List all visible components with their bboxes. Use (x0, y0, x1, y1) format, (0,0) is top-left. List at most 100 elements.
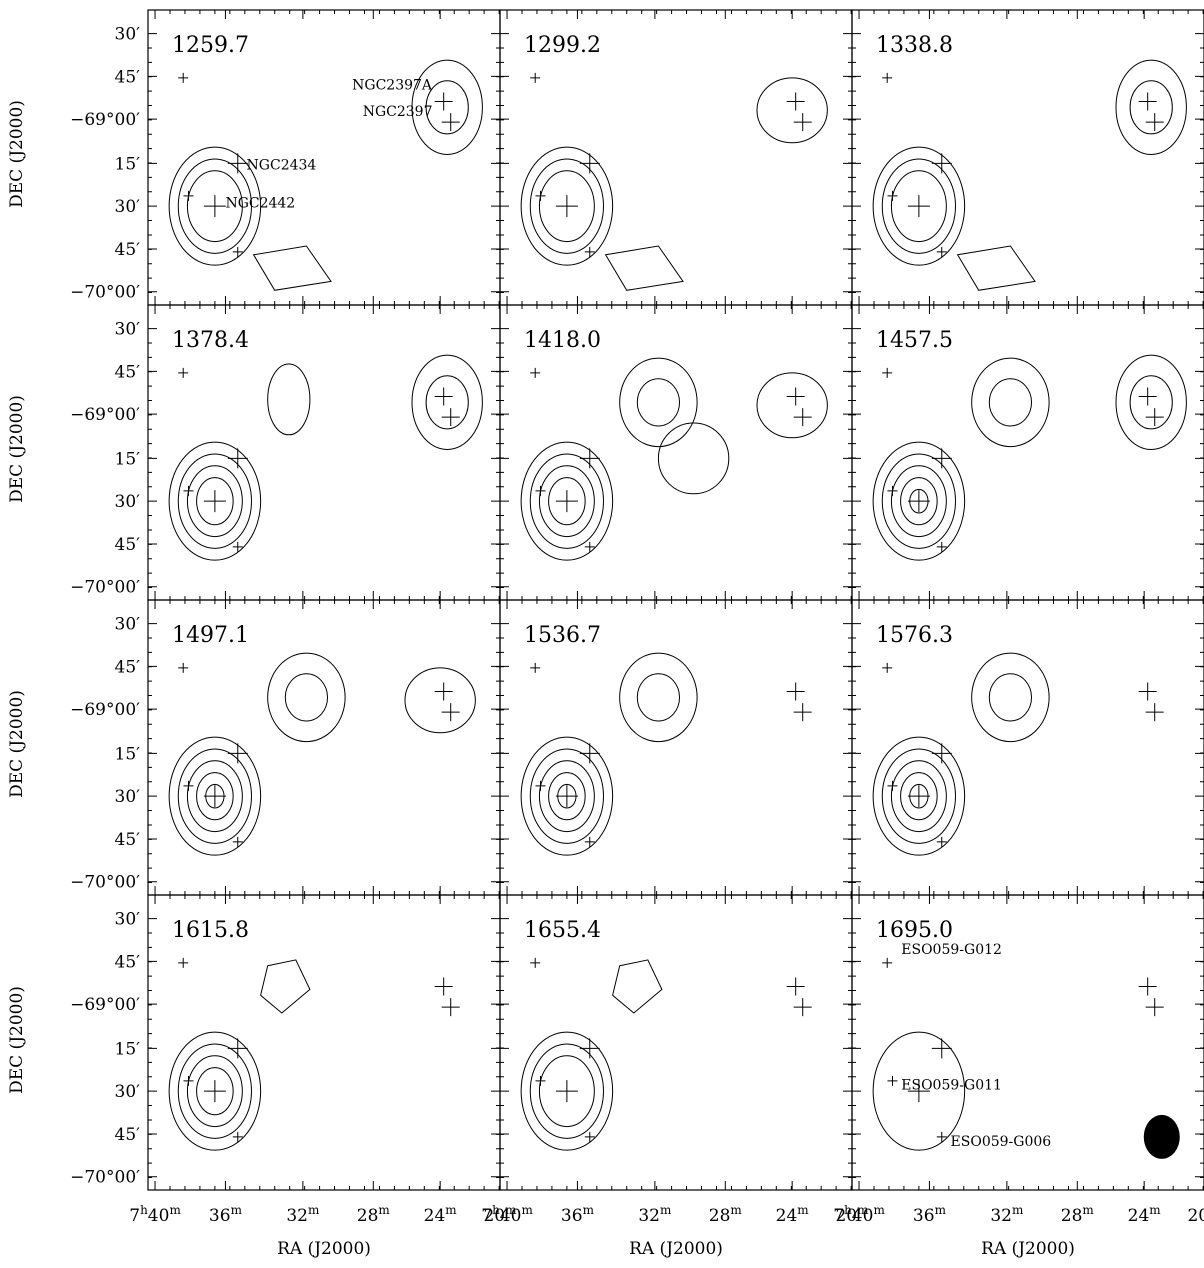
bridge-contour (636, 378, 681, 427)
ngc2397-contour (1115, 59, 1187, 156)
ngc2397a-marker (1138, 682, 1157, 701)
ngc2397-marker (793, 998, 812, 1017)
y-tick-label: 15′ (115, 1039, 141, 1059)
ngc2397-marker (1145, 408, 1164, 427)
x-tick-label: 7h40m (833, 1203, 885, 1226)
ngc2442-marker (555, 785, 578, 808)
x-tick-label: 32m (638, 1203, 672, 1226)
panel-ticks (148, 10, 501, 305)
ngc2442-marker (555, 1080, 578, 1103)
galaxy-label: NGC2434 (247, 157, 317, 173)
bridge-contour (636, 673, 681, 722)
eso059-g012-marker (178, 367, 189, 378)
y-tick-label: 45′ (115, 1125, 141, 1145)
eso059-g012-marker (882, 662, 893, 673)
panel-ticks (852, 600, 1204, 895)
y-tick-label: 30′ (115, 197, 141, 217)
y-tick-label: 45′ (115, 657, 141, 677)
ngc2442-contour (177, 748, 252, 844)
ngc2442-contour (900, 772, 938, 821)
ngc2397-contour (1129, 375, 1173, 430)
eso059-g012-marker (530, 662, 541, 673)
ngc2397-marker (441, 703, 460, 722)
feature-contour (260, 959, 311, 1014)
ngc2442-contour (538, 760, 595, 833)
velocity-label: 1378.4 (172, 328, 249, 353)
galaxy-label: NGC2397A (352, 78, 433, 94)
x-tick-label: 28m (357, 1203, 391, 1226)
x-axis-label-col2: RA (J2000) (629, 1239, 723, 1259)
velocity-label: 1695.0 (876, 918, 953, 943)
ngc2442-contour (538, 170, 595, 243)
ngc2442-contour (205, 783, 225, 809)
eso059-g006-marker (584, 836, 595, 847)
ngc2397a-marker (786, 682, 805, 701)
ngc2442-contour (557, 783, 577, 809)
ngc2397-contour (425, 80, 469, 135)
ngc2442-marker (907, 785, 930, 808)
ngc2397a-marker (434, 977, 453, 996)
ngc2397-contour (1129, 80, 1173, 135)
x-tick-label: 7h40m (129, 1203, 181, 1226)
ngc2397-marker (793, 113, 812, 132)
ngc2442-contour (168, 1031, 262, 1151)
x-tick-label: 7h40m (481, 1203, 533, 1226)
velocity-label: 1457.5 (876, 328, 953, 353)
ngc2442-marker (203, 1080, 226, 1103)
ngc2397-marker (793, 703, 812, 722)
x-tick-label: 20m (835, 1203, 869, 1226)
ngc2442-contour (890, 760, 947, 833)
ngc2442-contour (186, 465, 243, 538)
ngc2442-contour (168, 146, 262, 266)
ngc2442-contour (872, 441, 966, 561)
galaxy-label: ESO059-G011 (901, 1078, 1002, 1094)
velocity-label: 1418.0 (524, 328, 601, 353)
x-tick-label: 24m (776, 1203, 810, 1226)
y-tick-label: 45′ (115, 362, 141, 382)
ngc2442-contour (520, 1031, 614, 1151)
panel-ticks (500, 895, 853, 1190)
ngc2442-contour (881, 453, 956, 549)
ngc2442-marker (203, 195, 226, 218)
y-tick-label: 45′ (115, 952, 141, 972)
x-axis-label-col3: RA (J2000) (981, 1239, 1075, 1259)
eso059-g006-marker (584, 246, 595, 257)
bridge-contour (971, 652, 1050, 743)
eso059-g012-marker (882, 72, 893, 83)
y-tick-label: 45′ (115, 830, 141, 850)
ngc2442-marker (555, 490, 578, 513)
ngc2397-contour (411, 59, 483, 156)
ngc2397a-marker (434, 387, 453, 406)
x-tick-label: 36m (209, 1203, 243, 1226)
ngc2397-marker (441, 113, 460, 132)
bridge-contour (988, 378, 1033, 427)
eso059-g006-marker (232, 836, 243, 847)
ngc2442-contour (196, 1067, 234, 1116)
ngc2442-contour (196, 477, 234, 526)
y-axis-label-row3: DEC (J2000) (7, 690, 27, 798)
eso059-g006-marker (232, 246, 243, 257)
ngc2397-contour (411, 354, 483, 451)
ngc2442-contour (538, 465, 595, 538)
ngc2442-contour (881, 748, 956, 844)
bridge-contour (267, 363, 311, 436)
ngc2442-contour (168, 736, 262, 856)
eso059-g012-marker (530, 72, 541, 83)
eso059-g012-marker (178, 72, 189, 83)
panel-ticks (500, 305, 853, 600)
ngc2442-contour (548, 772, 586, 821)
y-tick-label: 45′ (115, 67, 141, 87)
eso059-g012-marker (530, 957, 541, 968)
y-tick-label: 45′ (115, 535, 141, 555)
ngc2442-contour (520, 736, 614, 856)
x-tick-label: 32m (286, 1203, 320, 1226)
panel-ticks (852, 305, 1204, 600)
bridge-contour (988, 673, 1033, 722)
y-tick-label: 15′ (115, 154, 141, 174)
eso059-g012-marker (882, 367, 893, 378)
ngc2397-contour (756, 77, 828, 144)
y-axis-label-row4: DEC (J2000) (7, 986, 27, 1094)
x-tick-label: 28m (709, 1203, 743, 1226)
ngc2442-contour (520, 146, 614, 266)
velocity-label: 1615.8 (172, 918, 249, 943)
